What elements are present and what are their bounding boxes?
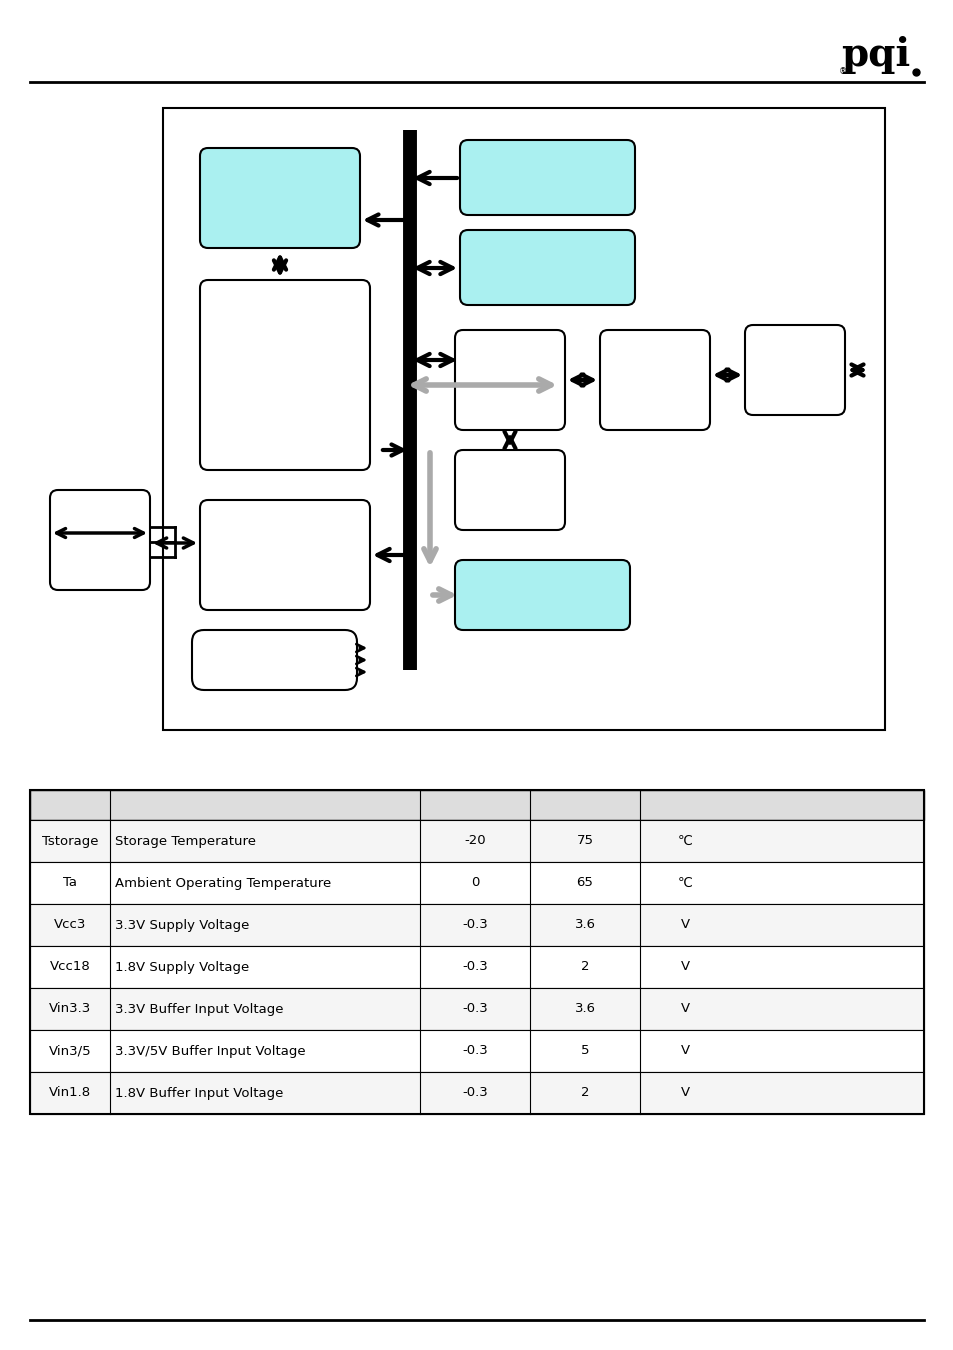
Text: 3.3V/5V Buffer Input Voltage: 3.3V/5V Buffer Input Voltage <box>115 1045 305 1057</box>
Bar <box>30 790 923 819</box>
Text: -20: -20 <box>464 834 485 848</box>
Bar <box>30 1072 923 1114</box>
Text: 2: 2 <box>580 1087 589 1099</box>
Text: 3.3V Buffer Input Voltage: 3.3V Buffer Input Voltage <box>115 1003 283 1015</box>
Bar <box>30 819 923 863</box>
Text: 3.6: 3.6 <box>574 1003 595 1015</box>
Text: 1.8V Supply Voltage: 1.8V Supply Voltage <box>115 960 249 973</box>
Text: Vcc3: Vcc3 <box>53 918 86 932</box>
FancyBboxPatch shape <box>455 560 629 630</box>
Text: 75: 75 <box>576 834 593 848</box>
Text: ®: ® <box>838 68 846 77</box>
Text: -0.3: -0.3 <box>461 1003 487 1015</box>
FancyBboxPatch shape <box>200 500 370 610</box>
Text: V: V <box>679 918 689 932</box>
FancyBboxPatch shape <box>50 490 150 590</box>
Text: 3.3V Supply Voltage: 3.3V Supply Voltage <box>115 918 249 932</box>
FancyBboxPatch shape <box>200 148 359 248</box>
Text: V: V <box>679 960 689 973</box>
Bar <box>30 1030 923 1072</box>
Text: Tstorage: Tstorage <box>42 834 98 848</box>
Text: 65: 65 <box>576 876 593 890</box>
Text: 3.6: 3.6 <box>574 918 595 932</box>
Text: 2: 2 <box>580 960 589 973</box>
FancyBboxPatch shape <box>744 325 844 414</box>
Text: pqi: pqi <box>840 36 909 74</box>
Bar <box>30 988 923 1030</box>
Text: Vin3.3: Vin3.3 <box>49 1003 91 1015</box>
Text: 0: 0 <box>471 876 478 890</box>
Text: Vin3/5: Vin3/5 <box>49 1045 91 1057</box>
FancyBboxPatch shape <box>192 630 356 690</box>
Text: ℃: ℃ <box>677 876 692 890</box>
Text: 1.8V Buffer Input Voltage: 1.8V Buffer Input Voltage <box>115 1087 283 1099</box>
FancyBboxPatch shape <box>459 140 635 215</box>
Text: Ambient Operating Temperature: Ambient Operating Temperature <box>115 876 331 890</box>
Text: -0.3: -0.3 <box>461 960 487 973</box>
Text: -0.3: -0.3 <box>461 918 487 932</box>
Text: V: V <box>679 1087 689 1099</box>
Bar <box>30 790 923 1114</box>
Text: Ta: Ta <box>63 876 77 890</box>
Bar <box>30 904 923 946</box>
Text: ℃: ℃ <box>677 834 692 848</box>
FancyBboxPatch shape <box>163 108 884 730</box>
Text: Vcc18: Vcc18 <box>50 960 91 973</box>
FancyBboxPatch shape <box>599 329 709 431</box>
Text: V: V <box>679 1045 689 1057</box>
Text: Storage Temperature: Storage Temperature <box>115 834 255 848</box>
Bar <box>30 863 923 904</box>
Text: 5: 5 <box>580 1045 589 1057</box>
FancyBboxPatch shape <box>200 279 370 470</box>
FancyBboxPatch shape <box>455 329 564 431</box>
Text: V: V <box>679 1003 689 1015</box>
FancyBboxPatch shape <box>459 230 635 305</box>
Text: -0.3: -0.3 <box>461 1087 487 1099</box>
Bar <box>30 946 923 988</box>
Text: Vin1.8: Vin1.8 <box>49 1087 91 1099</box>
Text: -0.3: -0.3 <box>461 1045 487 1057</box>
FancyBboxPatch shape <box>455 450 564 531</box>
